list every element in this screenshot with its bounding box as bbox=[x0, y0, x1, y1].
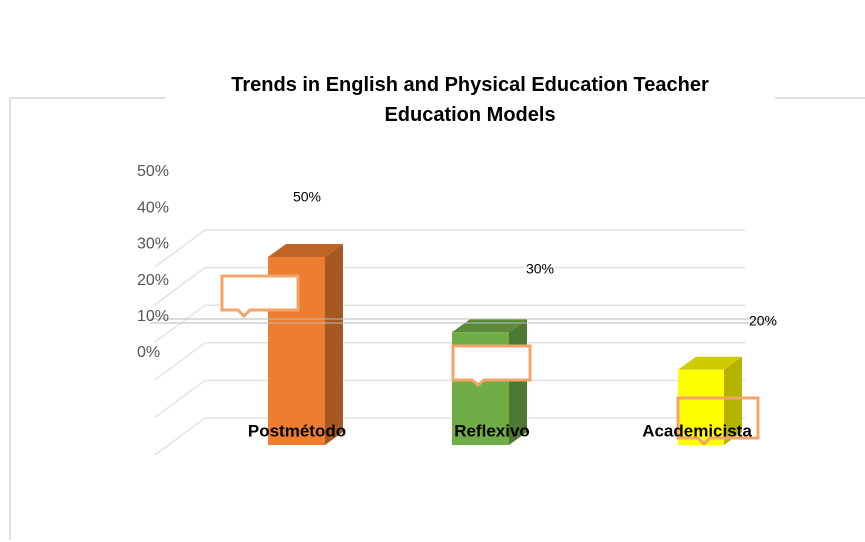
x-tick-label: Academicista bbox=[642, 421, 752, 440]
grid-line bbox=[154, 304, 745, 343]
x-tick-label: Reflexivo bbox=[454, 421, 530, 440]
frame bbox=[9, 97, 165, 540]
callout bbox=[220, 274, 300, 319]
y-tick-label: 30% bbox=[137, 236, 169, 253]
y-tick-label: 20% bbox=[137, 272, 169, 289]
bar-top bbox=[452, 319, 527, 333]
y-tick-label: 40% bbox=[137, 199, 169, 216]
title-line: Trends in English and Physical Education… bbox=[231, 74, 709, 96]
bar bbox=[678, 369, 724, 445]
y-tick-label: 10% bbox=[137, 308, 169, 325]
grid-line bbox=[154, 229, 745, 268]
callout bbox=[451, 344, 532, 387]
grid-line bbox=[154, 379, 745, 419]
bar-side bbox=[325, 244, 343, 445]
data-label: 20% bbox=[749, 313, 777, 329]
bar-top bbox=[268, 244, 343, 257]
chart-title: Trends in English and Physical Education… bbox=[231, 74, 709, 126]
grid-line bbox=[154, 266, 745, 306]
bar-side bbox=[724, 356, 742, 445]
grid-line bbox=[154, 417, 745, 456]
x-tick-label: Postmétodo bbox=[248, 421, 346, 440]
grid bbox=[154, 229, 745, 456]
title-line: Education Models bbox=[384, 104, 555, 126]
y-tick-label: 50% bbox=[137, 163, 169, 180]
bar-top bbox=[678, 356, 742, 370]
callout bbox=[676, 396, 760, 447]
data-label: 50% bbox=[293, 189, 321, 205]
data-label: 30% bbox=[526, 261, 554, 277]
y-tick-label: 0% bbox=[137, 344, 160, 361]
grid-line bbox=[154, 342, 745, 381]
